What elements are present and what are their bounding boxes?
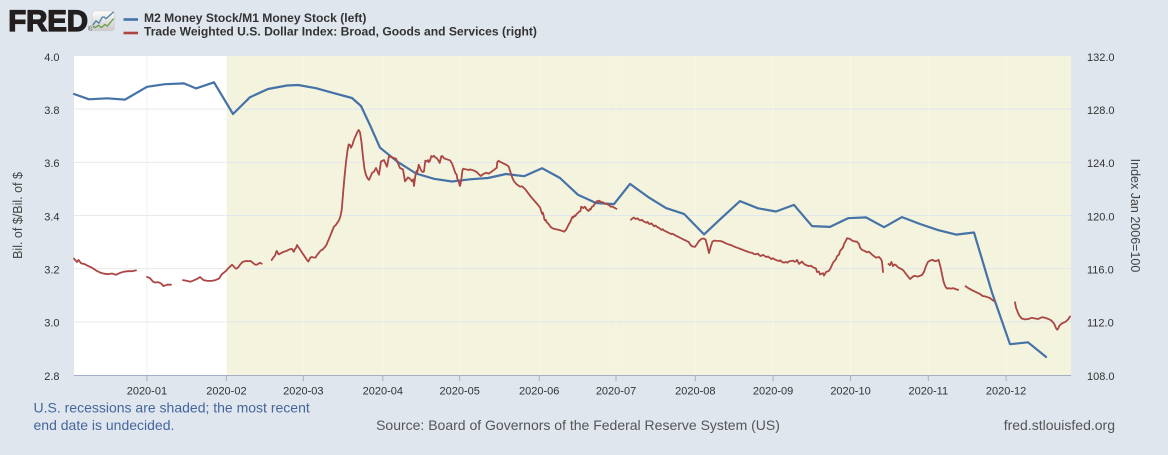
svg-text:2020-12: 2020-12 <box>986 385 1026 397</box>
svg-text:2020-04: 2020-04 <box>363 385 403 397</box>
svg-text:end date is undecided.: end date is undecided. <box>34 417 175 433</box>
svg-text:2020-03: 2020-03 <box>283 385 323 397</box>
svg-text:3.2: 3.2 <box>44 265 59 277</box>
svg-text:U.S. recessions are shaded; th: U.S. recessions are shaded; the most rec… <box>34 400 310 416</box>
svg-text:3.8: 3.8 <box>44 105 59 117</box>
svg-text:2020-09: 2020-09 <box>753 385 793 397</box>
svg-text:112.0: 112.0 <box>1087 318 1114 330</box>
svg-text:2020-10: 2020-10 <box>830 385 870 397</box>
svg-text:fred.stlouisfed.org: fred.stlouisfed.org <box>1004 417 1115 433</box>
svg-text:2020-08: 2020-08 <box>675 385 715 397</box>
svg-text:M2 Money Stock/M1 Money Stock: M2 Money Stock/M1 Money Stock (left) <box>144 11 366 25</box>
svg-text:2020-06: 2020-06 <box>519 385 559 397</box>
svg-text:124.0: 124.0 <box>1087 158 1115 170</box>
svg-text:2020-02: 2020-02 <box>206 385 246 397</box>
svg-text:2020-07: 2020-07 <box>596 385 636 397</box>
svg-text:4.0: 4.0 <box>44 52 59 64</box>
svg-text:132.0: 132.0 <box>1087 52 1115 64</box>
svg-text:2020-01: 2020-01 <box>127 385 167 397</box>
svg-text:FRED: FRED <box>8 5 88 38</box>
svg-text:116.0: 116.0 <box>1087 265 1114 277</box>
svg-text:120.0: 120.0 <box>1087 211 1115 223</box>
svg-text:Source: Board of Governors of: Source: Board of Governors of the Federa… <box>376 417 780 433</box>
svg-text:2020-11: 2020-11 <box>909 385 949 397</box>
svg-text:Index Jan 2006=100: Index Jan 2006=100 <box>1128 159 1142 273</box>
svg-text:®: ® <box>88 25 94 33</box>
svg-text:3.0: 3.0 <box>44 318 59 330</box>
svg-text:108.0: 108.0 <box>1087 371 1115 383</box>
svg-text:Bil. of $/Bil. of $: Bil. of $/Bil. of $ <box>11 172 25 259</box>
svg-text:128.0: 128.0 <box>1087 105 1115 117</box>
svg-text:2.8: 2.8 <box>44 371 59 383</box>
svg-text:3.6: 3.6 <box>44 158 59 170</box>
svg-text:3.4: 3.4 <box>44 211 59 223</box>
svg-text:2020-05: 2020-05 <box>440 385 480 397</box>
svg-text:Trade Weighted U.S. Dollar Ind: Trade Weighted U.S. Dollar Index: Broad,… <box>144 25 537 39</box>
